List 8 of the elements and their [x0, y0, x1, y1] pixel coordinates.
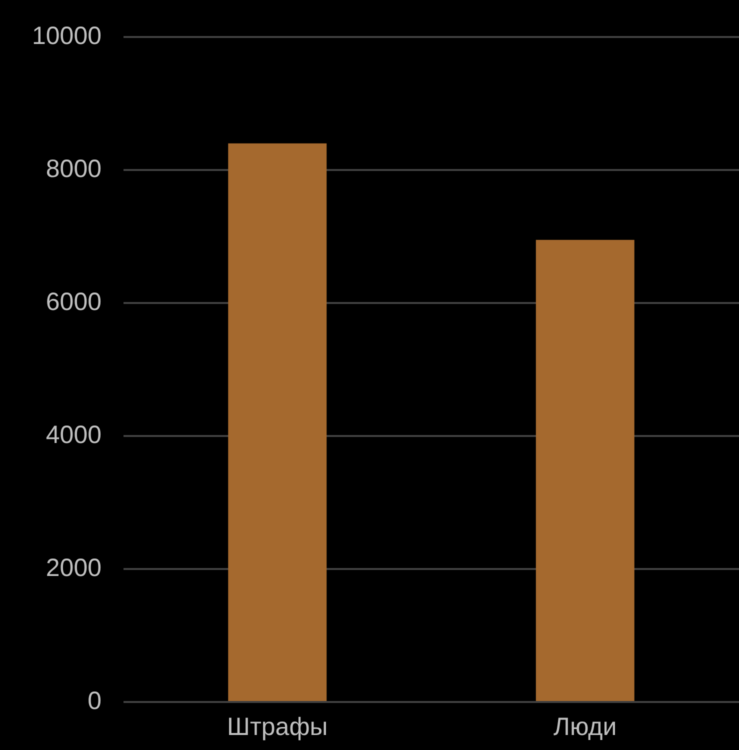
y-tick-label: 2000 — [46, 554, 102, 582]
y-tick-label: 6000 — [46, 288, 102, 316]
y-tick-label: 0 — [88, 686, 102, 715]
y-tick-label: 10000 — [32, 22, 102, 50]
x-tick-label: Люди — [554, 712, 617, 741]
y-tick-label: 4000 — [46, 420, 102, 449]
y-tick-label: 8000 — [46, 154, 102, 183]
x-tick-label: Штрафы — [227, 712, 328, 741]
